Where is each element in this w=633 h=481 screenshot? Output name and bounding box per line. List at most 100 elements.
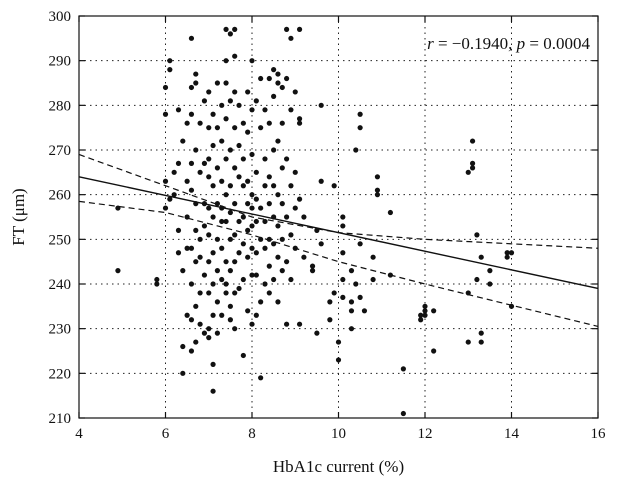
data-point [232, 326, 238, 332]
data-point [284, 75, 290, 82]
data-point [206, 232, 212, 238]
data-point [223, 192, 229, 198]
data-point [275, 71, 281, 77]
x-tick-label: 14 [504, 426, 520, 442]
data-point [422, 303, 428, 309]
data-point [232, 125, 238, 131]
data-point [210, 250, 216, 256]
data-point [167, 67, 173, 73]
data-point [258, 125, 264, 131]
data-point [465, 339, 471, 345]
data-point [193, 80, 199, 86]
data-point [370, 276, 376, 283]
data-point [249, 321, 255, 327]
data-point [361, 308, 368, 314]
data-point [197, 236, 203, 242]
y-tick-label: 270 [49, 143, 72, 159]
data-point [154, 281, 160, 287]
data-point [197, 120, 203, 126]
x-tick-label: 8 [248, 426, 256, 442]
data-point [262, 107, 268, 113]
data-point [284, 156, 290, 162]
data-point [309, 268, 316, 274]
data-point [465, 290, 471, 296]
data-point [309, 263, 316, 269]
data-point [214, 236, 220, 242]
x-tick-label: 6 [162, 426, 170, 442]
data-point [223, 290, 229, 296]
data-point [301, 214, 307, 220]
data-point [353, 147, 359, 153]
data-point [431, 308, 437, 314]
data-point [422, 308, 428, 314]
data-point [154, 276, 160, 283]
regression-line-group [78, 176, 599, 290]
data-point [249, 205, 255, 211]
data-point [184, 312, 190, 318]
data-point [115, 268, 121, 274]
data-point [214, 330, 220, 336]
data-point [219, 218, 225, 225]
y-tick-label: 280 [49, 98, 72, 114]
data-point [188, 111, 195, 117]
data-point [184, 178, 190, 184]
data-point [201, 160, 208, 166]
data-point [348, 326, 355, 332]
data-point [279, 165, 285, 171]
data-point [210, 214, 216, 220]
data-point [266, 201, 272, 207]
data-point [214, 80, 220, 86]
data-point [227, 236, 233, 242]
data-point [284, 259, 290, 265]
data-point [292, 89, 298, 95]
data-point [253, 250, 259, 256]
data-point [188, 317, 195, 323]
data-point [249, 223, 255, 229]
correlation-annotation: r = −0.1940, p = 0.0004 [427, 34, 590, 53]
data-point [279, 201, 285, 207]
data-point [340, 250, 346, 256]
data-point [296, 120, 303, 126]
data-point [210, 183, 216, 189]
data-point [193, 201, 199, 207]
data-point [236, 218, 242, 225]
data-point [262, 218, 268, 225]
confidence-upper-line [78, 153, 599, 249]
data-point [340, 276, 346, 283]
data-point [478, 330, 484, 336]
data-point [331, 183, 337, 189]
data-point [487, 281, 493, 287]
data-point [232, 201, 238, 207]
data-point [206, 89, 212, 95]
data-point [175, 160, 182, 166]
data-point [240, 183, 246, 189]
data-point [348, 299, 355, 305]
data-point [279, 268, 285, 274]
data-point [210, 388, 216, 394]
data-point [258, 75, 264, 82]
data-point [188, 348, 195, 354]
data-point [284, 321, 290, 327]
data-point [258, 375, 264, 381]
data-point [357, 294, 363, 300]
x-tick-label: 16 [591, 426, 607, 442]
data-point [301, 254, 307, 260]
data-point [504, 250, 510, 256]
y-tick-label: 260 [49, 188, 72, 204]
data-point [162, 111, 169, 117]
data-point [400, 366, 406, 372]
data-point [210, 111, 216, 117]
data-point [184, 214, 190, 220]
data-point [266, 120, 272, 126]
data-point [292, 205, 298, 211]
data-point [253, 196, 259, 202]
x-tick-labels: 4 6 8 10 12 14 16 [75, 426, 606, 442]
data-point [188, 84, 195, 91]
data-point [206, 290, 212, 296]
data-point [193, 227, 199, 233]
data-point [249, 192, 255, 198]
y-tick-labels: 210 220 230 240 250 260 270 280 290 300 [49, 9, 72, 427]
data-point [262, 245, 268, 251]
data-point [184, 245, 190, 251]
data-point [249, 245, 255, 251]
